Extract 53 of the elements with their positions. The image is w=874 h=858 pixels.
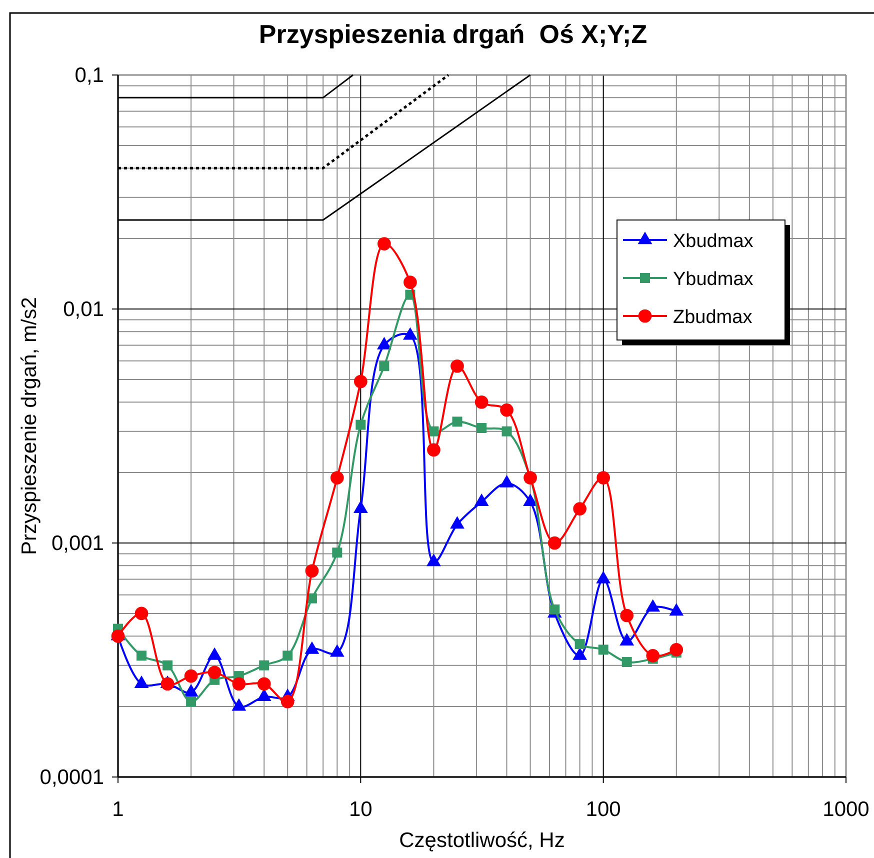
point: [598, 644, 608, 655]
point: [474, 395, 488, 409]
point: [476, 423, 487, 434]
legend-label: Zbudmax: [673, 307, 753, 328]
point: [574, 639, 585, 650]
point: [596, 471, 610, 484]
point: [186, 696, 196, 707]
y-tick-label: 0,001: [51, 532, 104, 555]
x-axis-title: Częstotliwość, Hz: [399, 829, 565, 852]
point: [500, 403, 514, 417]
point: [428, 426, 439, 436]
point: [670, 643, 684, 656]
y-tick-label: 0,1: [74, 64, 104, 87]
point: [136, 650, 147, 661]
point: [622, 657, 632, 668]
point: [354, 374, 368, 388]
point: [502, 426, 512, 436]
point: [111, 629, 125, 643]
point: [427, 443, 440, 457]
point: [550, 604, 560, 614]
y-tick-label: 0,01: [63, 298, 104, 321]
x-tick-label: 1000: [822, 798, 870, 821]
point: [452, 416, 462, 427]
y-tick-label: 0,0001: [40, 766, 104, 789]
point: [208, 666, 222, 680]
point: [356, 420, 366, 430]
chart-title: Przyspieszenia drgań Oś X;Y;Z: [258, 19, 648, 49]
x-tick-label: 100: [586, 798, 621, 821]
point: [134, 606, 148, 620]
x-tick-label: 10: [348, 798, 372, 821]
point: [620, 608, 634, 622]
point: [548, 536, 562, 550]
point: [330, 471, 344, 484]
point: [160, 677, 174, 691]
point: [573, 502, 586, 516]
legend-label: Ybudmax: [673, 269, 754, 290]
x-tick-label: 1: [112, 798, 124, 821]
point: [184, 669, 198, 683]
point: [646, 649, 660, 662]
point: [232, 677, 246, 691]
point: [257, 677, 271, 691]
point: [378, 237, 391, 250]
point: [259, 660, 270, 670]
point: [280, 694, 294, 708]
point: [305, 564, 319, 578]
y-axis-title: Przyspieszenie drgań, m/s2: [18, 297, 41, 555]
legend-label: Xbudmax: [673, 231, 754, 252]
point: [282, 650, 293, 661]
point: [332, 548, 342, 558]
point: [450, 359, 464, 373]
point: [404, 276, 417, 289]
point: [379, 361, 390, 372]
point: [162, 660, 173, 670]
